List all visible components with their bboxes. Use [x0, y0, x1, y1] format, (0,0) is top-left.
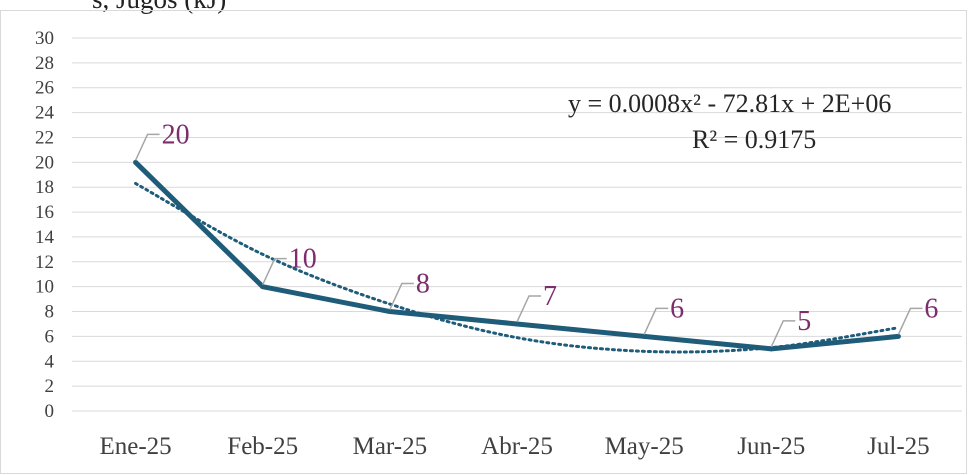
- series-point-Feb-25: [260, 284, 266, 290]
- data-label-May-25: 6: [670, 293, 684, 324]
- leader-line-Jul-25: [897, 307, 923, 335]
- x-tick-label-Jul-25: Jul-25: [867, 433, 930, 460]
- x-tick-label-Ene-25: Ene-25: [99, 433, 171, 460]
- leader-line-Ene-25: [134, 133, 160, 161]
- trendline-r-squared: R² = 0.9175: [692, 125, 816, 154]
- leader-line-Mar-25: [389, 282, 414, 310]
- y-tick-label-18: 18: [35, 177, 54, 198]
- y-tick-label-14: 14: [35, 227, 55, 248]
- series-point-Jun-25: [768, 346, 774, 352]
- y-tick-label-4: 4: [45, 351, 55, 372]
- x-axis-tick-labels: Ene-25 Feb-25 Mar-25 Abr-25 May-25 Jun-25 Jul-…: [99, 433, 929, 460]
- chart-border: [0, 10, 967, 474]
- leader-line-May-25: [643, 307, 669, 335]
- x-tick-label-Mar-25: Mar-25: [353, 433, 427, 460]
- series-point-Mar-25: [387, 309, 393, 315]
- series-point-Abr-25: [514, 321, 520, 327]
- y-tick-label-28: 28: [35, 53, 54, 74]
- leader-line-Feb-25: [262, 257, 287, 285]
- y-tick-label-6: 6: [45, 326, 55, 347]
- y-tick-label-16: 16: [35, 202, 54, 223]
- data-label-Jul-25: 6: [924, 293, 938, 324]
- y-tick-label-24: 24: [35, 103, 55, 124]
- y-tick-label-26: 26: [35, 78, 54, 99]
- y-tick-label-12: 12: [35, 252, 54, 273]
- x-tick-label-Abr-25: Abr-25: [481, 433, 553, 460]
- series-point-May-25: [641, 333, 647, 339]
- x-tick-label-May-25: May-25: [605, 433, 684, 460]
- data-label-Ene-25: 20: [162, 119, 190, 150]
- y-tick-label-2: 2: [45, 376, 55, 397]
- y-tick-label-8: 8: [45, 302, 55, 323]
- data-labels-group: 20 10 8 7 6 5 6: [134, 119, 938, 348]
- y-tick-label-30: 30: [35, 28, 54, 49]
- trendline-equation-group: y = 0.0008x² - 72.81x + 2E+06 R² = 0.917…: [568, 89, 891, 154]
- leader-line-Abr-25: [516, 295, 541, 323]
- y-tick-label-22: 22: [35, 127, 54, 148]
- y-tick-label-10: 10: [35, 277, 54, 298]
- trendline-group: [134, 181, 900, 354]
- x-tick-label-Feb-25: Feb-25: [227, 433, 298, 460]
- series-group: [133, 159, 901, 352]
- data-label-Abr-25: 7: [543, 281, 557, 312]
- series-point-Ene-25: [133, 159, 139, 165]
- data-label-Feb-25: 10: [289, 244, 317, 275]
- leader-line-Jun-25: [770, 320, 796, 348]
- data-label-Jun-25: 5: [797, 306, 811, 337]
- y-tick-label-0: 0: [45, 401, 55, 422]
- series-point-Jul-25: [895, 333, 901, 339]
- trendline: [134, 181, 900, 354]
- data-label-Mar-25: 8: [416, 269, 430, 300]
- trendline-equation: y = 0.0008x² - 72.81x + 2E+06: [568, 89, 891, 118]
- y-tick-label-20: 20: [35, 152, 54, 173]
- x-tick-label-Jun-25: Jun-25: [737, 433, 805, 460]
